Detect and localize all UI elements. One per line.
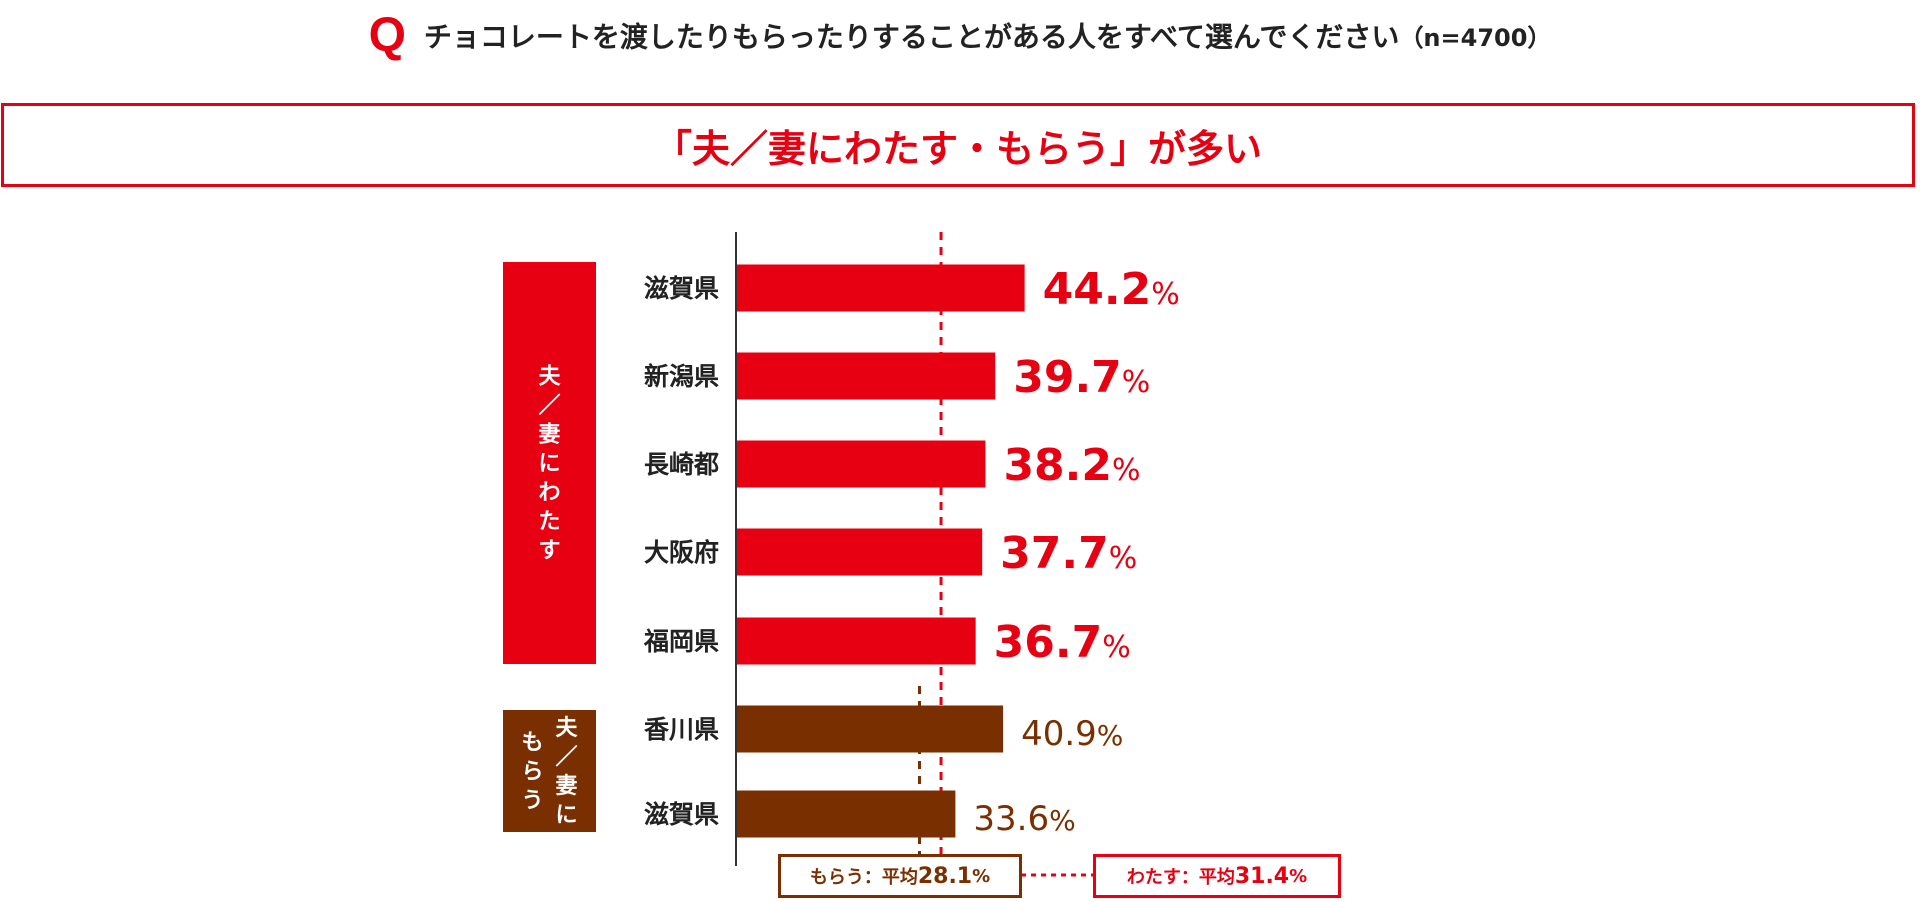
group-bracket-receive: [503, 710, 596, 832]
headline-banner: 「夫／妻にわたす・もらう」が多い: [1, 103, 1915, 187]
legend-receive-value: 28.1: [917, 863, 973, 889]
value-label: 40.9%: [1021, 714, 1123, 754]
group-bracket-give: [503, 262, 596, 664]
group-label-char: に: [538, 451, 560, 476]
legend-receive-label: もらう：平均: [809, 867, 918, 888]
group-label-char: ／: [538, 393, 560, 418]
bar: [736, 264, 1025, 312]
group-label-char: わ: [538, 480, 560, 505]
category-label: 新潟県: [644, 362, 719, 391]
legend-give-label: わたす：平均: [1126, 867, 1235, 888]
group-label-char: た: [538, 509, 560, 534]
category-label: 長崎都: [644, 450, 719, 479]
legend-give-average: わたす：平均 31.4%: [1093, 854, 1341, 898]
value-label: 38.2%: [1003, 440, 1140, 491]
group-label-char: ／: [555, 745, 577, 770]
question-text: チョコレートを渡したりもらったりすることがある人をすべて選んでください: [423, 20, 1400, 54]
bar: [736, 705, 1004, 753]
value-label: 39.7%: [1013, 352, 1150, 403]
legend-receive-unit: %: [972, 865, 991, 887]
bar: [736, 528, 983, 576]
category-label: 福岡県: [643, 627, 719, 656]
group-label-char: 妻: [538, 421, 560, 447]
legend-give-unit: %: [1289, 865, 1308, 887]
category-label: 香川県: [644, 715, 719, 744]
question-title: Q チョコレートを渡したりもらったりすることがある人をすべて選んでください（n=4…: [0, 8, 1920, 63]
group-label-char: う: [521, 788, 543, 813]
sample-size: （n=4700）: [1399, 24, 1552, 52]
value-label: 33.6%: [973, 799, 1075, 839]
group-label-char: 夫: [555, 716, 578, 741]
value-label: 36.7%: [994, 617, 1131, 668]
legend-give-value: 31.4: [1234, 863, 1290, 889]
bar: [736, 440, 986, 488]
category-label: 大阪府: [644, 538, 719, 567]
question-mark: Q: [368, 9, 406, 62]
bar: [736, 352, 996, 400]
bar: [736, 790, 956, 838]
group-label-char: 夫: [538, 364, 561, 389]
group-label-char: 妻: [555, 773, 577, 799]
group-label-char: も: [521, 730, 543, 755]
legend-receive-average: もらう：平均 28.1%: [778, 854, 1022, 898]
bar: [736, 617, 976, 665]
group-label-char: す: [538, 538, 560, 563]
value-label: 37.7%: [1000, 528, 1137, 579]
category-label: 滋賀県: [644, 274, 719, 303]
headline-text: 「夫／妻にわたす・もらう」が多い: [653, 126, 1262, 171]
category-label: 滋賀県: [644, 800, 719, 829]
group-label-char: ら: [521, 759, 543, 784]
value-label: 44.2%: [1043, 264, 1180, 315]
group-label-char: に: [555, 803, 577, 828]
